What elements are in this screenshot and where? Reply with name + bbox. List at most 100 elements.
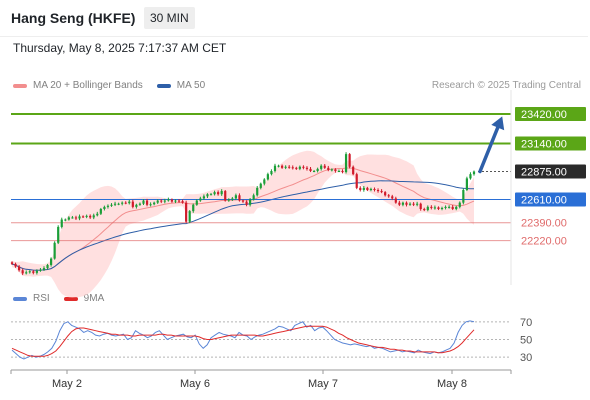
legend-9ma: 9MA xyxy=(63,293,105,304)
candle-body xyxy=(177,200,181,202)
level-labels-layer: 23420.00 23140.00 22875.00 22610.00 22390.00… xyxy=(515,107,586,248)
candle-body xyxy=(106,205,110,207)
candle-body xyxy=(323,165,326,168)
candle-body xyxy=(398,202,401,205)
time-axis-tick-label: May 8 xyxy=(437,378,467,390)
candle-body xyxy=(131,201,134,207)
interval-button[interactable]: 30 MIN xyxy=(144,7,195,29)
candle-body xyxy=(469,174,472,179)
rsi-legend: RSI 9MA xyxy=(13,293,118,304)
copyright-label: Research © 2025 Trading Central xyxy=(431,80,581,91)
candle-body xyxy=(444,206,447,208)
levels-layer xyxy=(11,90,512,285)
candle-body xyxy=(316,168,319,171)
candle-body xyxy=(10,262,14,264)
legend-rsi: RSI xyxy=(13,293,50,304)
candle-body xyxy=(99,209,102,214)
candle-body xyxy=(401,202,405,205)
candle-body xyxy=(405,202,408,205)
candle-body xyxy=(387,195,390,197)
candle-body xyxy=(57,226,60,243)
candle-body xyxy=(234,195,237,199)
candle-body xyxy=(256,187,259,196)
candle-body xyxy=(174,200,177,202)
legend-9ma-label: 9MA xyxy=(83,293,105,304)
main-legend: MA 20 + Bollinger Bands MA 50 xyxy=(13,80,219,91)
candle-body xyxy=(369,188,373,190)
candle-body xyxy=(217,192,220,195)
candle-body xyxy=(74,217,78,219)
candle-body xyxy=(25,272,28,274)
candle-body xyxy=(419,203,422,209)
candle-body xyxy=(416,203,419,205)
candle-body xyxy=(156,200,159,203)
candle-body xyxy=(213,192,216,195)
candle-body xyxy=(64,219,67,221)
candle-body xyxy=(71,217,74,219)
candle-body xyxy=(302,166,305,168)
candle-body xyxy=(199,198,202,201)
legend-ma50: MA 50 xyxy=(156,80,206,91)
candle-body xyxy=(277,165,280,167)
candle-body xyxy=(202,196,206,199)
candle-body xyxy=(85,215,88,217)
candle-body xyxy=(337,171,341,172)
instrument-title: Hang Seng (HKFE) xyxy=(11,10,136,26)
candle-body xyxy=(394,198,397,203)
candle-body xyxy=(270,171,273,175)
candle-body xyxy=(433,207,437,209)
candle-body xyxy=(241,200,245,202)
candle-body xyxy=(227,199,230,201)
rsi-tick-label: 50 xyxy=(520,335,532,347)
candle-body xyxy=(430,206,433,208)
level-label-box-resistance xyxy=(515,107,586,121)
candle-body xyxy=(60,219,63,227)
candle-body xyxy=(49,258,53,265)
candle-body xyxy=(359,187,362,190)
candle-body xyxy=(92,215,95,218)
candle-body xyxy=(14,263,17,267)
candle-body xyxy=(426,206,429,211)
candle-body xyxy=(145,200,149,205)
candle-body xyxy=(32,271,35,273)
level-label-box-last xyxy=(515,164,586,179)
candle-body xyxy=(462,190,465,203)
level-label-support: 22220.00 xyxy=(521,236,567,248)
candle-body xyxy=(465,178,468,190)
candle-body xyxy=(266,174,269,180)
level-label-support: 22390.00 xyxy=(521,218,567,230)
candle-body xyxy=(153,202,156,205)
level-label-box-resistance xyxy=(515,136,586,151)
candle-body xyxy=(167,199,170,201)
candle-body xyxy=(78,216,81,219)
candle-body xyxy=(121,202,124,204)
candle-body xyxy=(440,207,444,209)
legend-ma50-label: MA 50 xyxy=(176,80,206,91)
candle-body xyxy=(288,166,291,168)
candle-body xyxy=(160,200,163,202)
rsi-tick-label: 30 xyxy=(520,352,532,364)
candle-body xyxy=(35,270,38,273)
candle-body xyxy=(42,268,46,270)
candle-body xyxy=(128,201,131,204)
candle-body xyxy=(291,167,294,169)
candle-body xyxy=(181,201,184,203)
candle-body xyxy=(348,154,351,167)
candle-body xyxy=(341,171,344,173)
candle-body xyxy=(259,183,262,188)
candle-body xyxy=(412,203,415,205)
candle-body xyxy=(195,200,198,205)
candle-body xyxy=(284,166,287,168)
candle-body xyxy=(376,190,380,192)
legend-rsi-label: RSI xyxy=(33,293,50,304)
candle-body xyxy=(142,200,145,204)
candle-body xyxy=(408,203,412,205)
time-axis: May 2 May 6 May 7 May 8 xyxy=(10,369,512,390)
chart-header: Hang Seng (HKFE) 30 MIN xyxy=(0,0,588,37)
candle-body xyxy=(67,217,70,220)
projection-arrowhead-icon xyxy=(491,116,505,131)
candle-body xyxy=(344,154,348,173)
candle-body xyxy=(312,171,316,172)
ma20-swatch-icon xyxy=(13,83,27,88)
rsi-swatch-icon xyxy=(13,296,27,301)
